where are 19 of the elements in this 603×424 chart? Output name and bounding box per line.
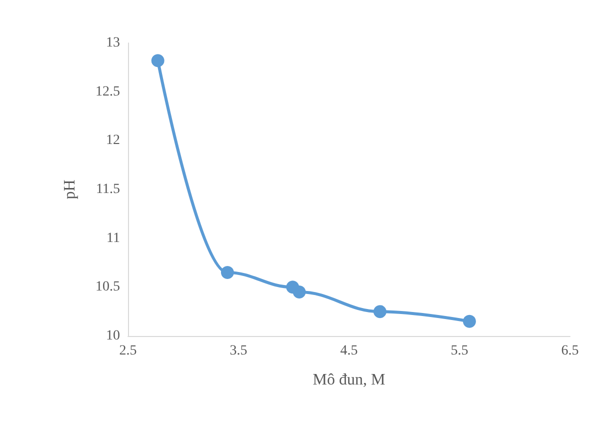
x-axis-title: Mô đun, M <box>312 372 386 388</box>
point <box>220 266 234 280</box>
x-tick-label: 2.5 <box>119 344 137 358</box>
y-tick-label: 10 <box>106 328 120 344</box>
point <box>462 314 476 328</box>
x-tick-label: 6.5 <box>561 344 579 358</box>
point <box>292 286 306 299</box>
x-tick-label: 3.5 <box>230 344 248 358</box>
y-tick-label: 11 <box>106 230 120 246</box>
y-tick-label: 12 <box>106 133 120 148</box>
point <box>151 54 164 68</box>
x-tick-label: 5.5 <box>450 344 468 358</box>
y-axis-title: pH <box>62 179 78 200</box>
y-tick-label: 12.5 <box>96 84 120 100</box>
x-tick-label: 4.5 <box>340 344 358 358</box>
y-tick-label: 10.5 <box>96 280 120 295</box>
y-tick-label: 13 <box>106 36 120 50</box>
point <box>373 305 386 318</box>
y-tick-label: 11.5 <box>96 182 120 197</box>
